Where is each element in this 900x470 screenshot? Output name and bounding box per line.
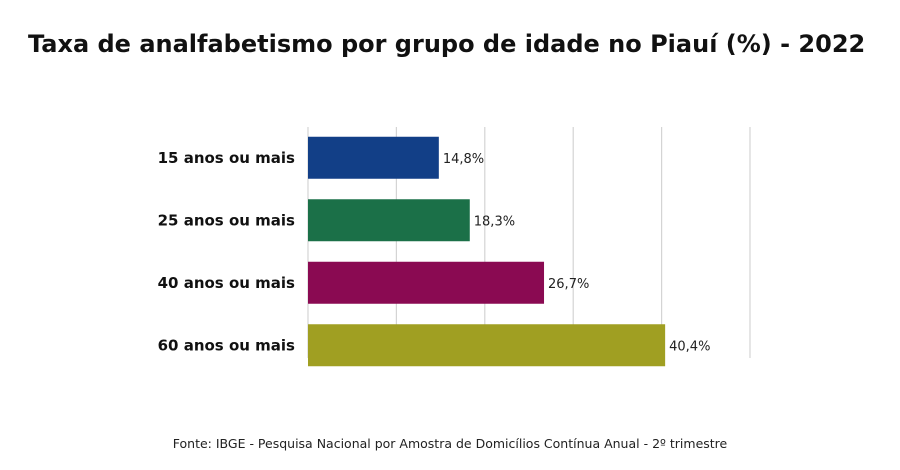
value-label: 26,7% (548, 277, 589, 292)
category-label: 60 anos ou mais (158, 336, 295, 354)
value-labels: 14,8% 18,3% 26,7% 40,4% (443, 152, 711, 355)
bar-1 (308, 136, 439, 179)
value-label: 40,4% (669, 339, 710, 354)
category-label: 40 anos ou mais (158, 274, 295, 292)
bar-2 (308, 199, 470, 242)
value-label: 18,3% (474, 214, 515, 229)
chart-title: Taxa de analfabetismo por grupo de idade… (28, 30, 866, 58)
value-label: 14,8% (443, 152, 484, 167)
bar-4 (308, 324, 666, 367)
category-label: 15 anos ou mais (158, 149, 295, 167)
source-note: Fonte: IBGE - Pesquisa Nacional por Amos… (172, 436, 728, 451)
category-labels: 15 anos ou mais 25 anos ou mais 40 anos ou… (158, 149, 295, 355)
category-label: 25 anos ou mais (158, 211, 295, 229)
bar-3 (308, 261, 545, 304)
bars (308, 136, 666, 367)
